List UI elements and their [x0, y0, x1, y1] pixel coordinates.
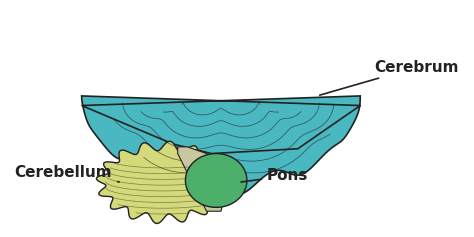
Polygon shape — [185, 154, 247, 207]
Text: Cerebellum: Cerebellum — [14, 165, 119, 182]
Polygon shape — [178, 147, 226, 211]
Polygon shape — [96, 141, 230, 223]
Text: Cerebrum: Cerebrum — [319, 59, 459, 95]
Polygon shape — [82, 96, 360, 195]
Text: Pons: Pons — [241, 168, 309, 183]
